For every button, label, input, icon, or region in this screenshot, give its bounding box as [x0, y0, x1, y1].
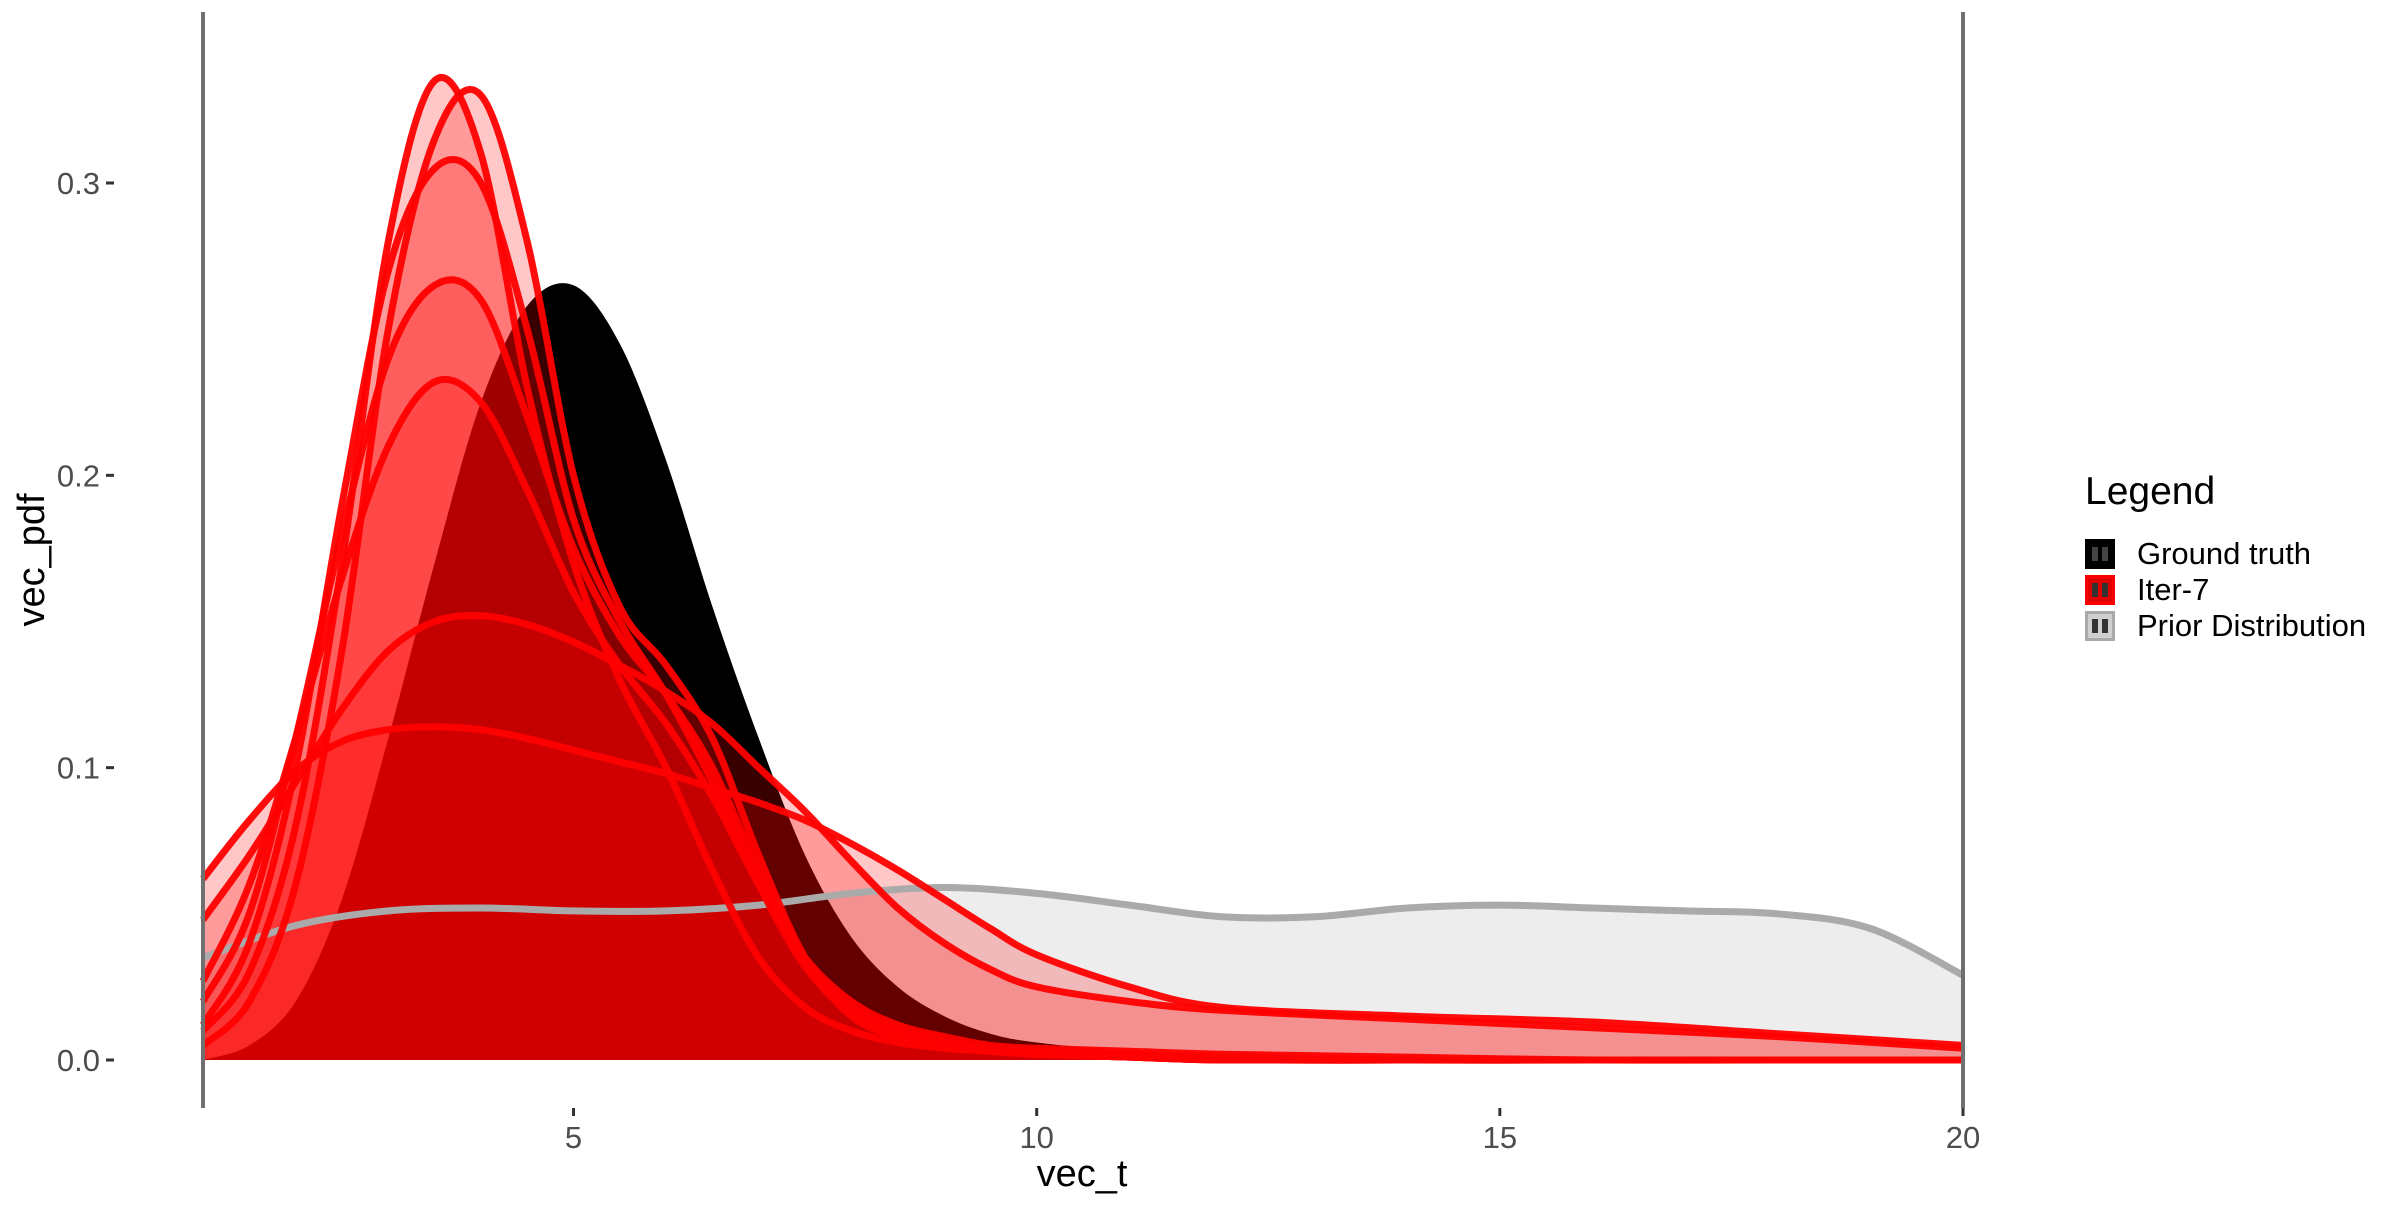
- legend-label-prior-distribution: Prior Distribution: [2137, 608, 2367, 643]
- legend-key-ground-truth: [2085, 539, 2115, 569]
- x-tick-label: 10: [1019, 1120, 1053, 1155]
- legend-key-iter-7: [2085, 575, 2115, 605]
- y-axis-label: vec_pdf: [11, 493, 53, 627]
- x-tick-label: 20: [1946, 1120, 1980, 1155]
- series-line-8: [200, 723, 1964, 1049]
- x-axis-label: vec_t: [1037, 1153, 1128, 1195]
- x-tick-label: 15: [1483, 1120, 1517, 1155]
- legend: Legend Ground truth Iter-7 Prior Distrib…: [2085, 470, 2366, 644]
- series-area-4: [203, 159, 1963, 1061]
- x-axis-ticks: 5 10 15 20: [565, 1108, 1980, 1155]
- y-tick-label: 0.1: [57, 751, 100, 786]
- legend-title: Legend: [2085, 470, 2216, 513]
- series-area-5: [203, 279, 1963, 1061]
- series-lines: [199, 74, 1965, 1064]
- x-tick-label: 5: [565, 1120, 582, 1155]
- series-area-1: [203, 283, 1963, 1061]
- y-axis-ticks: 0.0 0.1 0.2 0.3: [57, 166, 114, 1078]
- series-line-6: [199, 375, 1963, 1064]
- y-tick-label: 0.2: [57, 458, 100, 493]
- legend-label-ground-truth: Ground truth: [2137, 536, 2312, 571]
- series-line-0: [201, 884, 1965, 979]
- y-tick-label: 0.3: [57, 166, 100, 201]
- vertical-reference-lines: [201, 12, 1965, 1108]
- legend-item-ground-truth: Ground truth: [2085, 536, 2366, 572]
- series-area-2: [203, 77, 1963, 1061]
- series-area-3: [203, 89, 1963, 1061]
- legend-key-prior-distribution: [2085, 611, 2115, 641]
- legend-label-iter-7: Iter-7: [2137, 572, 2210, 607]
- series-area-8: [203, 726, 1963, 1060]
- series-area-6: [203, 379, 1963, 1061]
- legend-item-prior-distribution: Prior Distribution: [2085, 608, 2366, 644]
- legend-item-iter-7: Iter-7: [2085, 572, 2366, 608]
- y-tick-label: 0.0: [57, 1043, 100, 1078]
